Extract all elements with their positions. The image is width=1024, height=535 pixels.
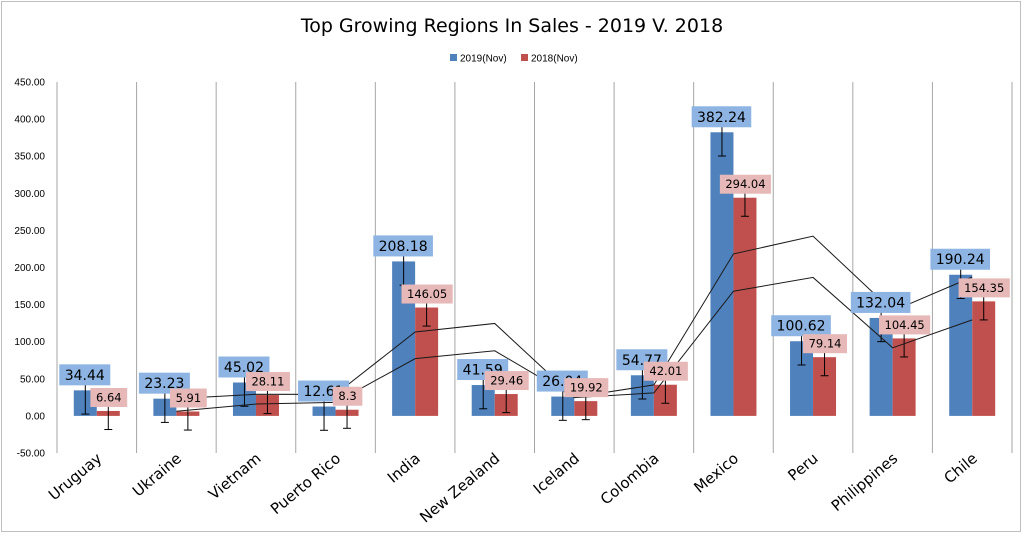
data-label-2018: 28.11: [251, 375, 284, 389]
data-label-box-2019: [59, 364, 111, 386]
data-label-box-2018: [332, 386, 363, 406]
data-label-box-2018: [803, 334, 848, 354]
bar-2019(Nov)-Mexico: [710, 132, 734, 416]
trendline-2: [176, 276, 973, 412]
data-label-box-2019: [138, 372, 190, 394]
x-tick-label: Uruguay: [45, 449, 105, 504]
x-tick-label: Puerto Rico: [267, 449, 344, 518]
data-label-2019: 34.44: [65, 368, 105, 384]
x-tick-label: Philippines: [828, 449, 902, 515]
bar-2019(Nov)-Chile: [949, 274, 973, 416]
bar-2018(Nov)-Chile: [972, 301, 996, 416]
x-tick-label: Chile: [940, 449, 980, 487]
y-tick-label: -50.00: [17, 449, 46, 460]
data-label-2018: 294.04: [725, 177, 765, 191]
y-tick-label: 300.00: [14, 189, 45, 200]
data-label-2018: 29.46: [490, 374, 523, 388]
x-tick-label: Vietnam: [205, 449, 264, 503]
y-tick-label: 200.00: [14, 263, 45, 274]
x-tick-label: Ukraine: [129, 449, 185, 500]
data-label-2019: 100.62: [777, 319, 826, 335]
bar-2018(Nov)-India: [415, 307, 439, 416]
x-tick-label: India: [384, 449, 424, 486]
data-label-2019: 208.18: [379, 239, 428, 255]
y-tick-label: 350.00: [14, 152, 45, 163]
bar-2018(Nov)-Peru: [813, 357, 837, 416]
data-label-box-2018: [401, 284, 453, 304]
bar-2018(Nov)-Philippines: [892, 338, 916, 416]
data-label-2019: 382.24: [697, 110, 746, 126]
data-label-box-2018: [879, 315, 931, 335]
data-label-2018: 6.64: [96, 390, 122, 404]
legend-label-2019: 2019(Nov): [460, 54, 507, 65]
y-tick-label: 400.00: [14, 115, 45, 126]
data-label-box-2018: [564, 378, 609, 398]
data-label-2018: 5.91: [176, 391, 202, 405]
y-tick-label: 0.00: [26, 411, 46, 422]
bar-2018(Nov)-Mexico: [733, 197, 757, 416]
data-label-box-2019: [850, 291, 911, 313]
data-label-2018: 146.05: [407, 287, 447, 301]
y-tick-label: 250.00: [14, 226, 45, 237]
data-label-2019: 132.04: [856, 295, 905, 311]
y-tick-label: 50.00: [20, 374, 45, 385]
data-label-2018: 8.3: [338, 389, 356, 403]
x-tick-label: Peru: [784, 449, 821, 484]
data-label-2018: 154.35: [964, 281, 1004, 295]
data-label-2019: 23.23: [144, 376, 184, 392]
data-label-2018: 19.92: [570, 381, 603, 395]
data-label-box-2018: [643, 361, 688, 381]
data-label-box-2018: [719, 174, 772, 194]
chart-title: Top Growing Regions In Sales - 2019 V. 2…: [300, 15, 723, 37]
data-label-2019: 190.24: [936, 252, 985, 268]
data-label-box-2019: [373, 235, 433, 257]
data-label-box-2019: [771, 315, 831, 337]
data-label-2019: 45.02: [224, 360, 264, 376]
legend-swatch-2018: [521, 54, 528, 61]
legend-label-2018: 2018(Nov): [531, 54, 578, 65]
y-tick-label: 450.00: [14, 78, 45, 89]
data-label-2018: 79.14: [809, 337, 842, 351]
bar-2019(Nov)-Peru: [790, 341, 814, 416]
x-tick-label: Colombia: [597, 449, 663, 508]
x-tick-label: New Zealand: [416, 449, 503, 526]
data-label-box-2019: [691, 106, 752, 128]
legend-swatch-2019: [450, 54, 457, 61]
data-label-box-2018: [484, 371, 529, 391]
data-label-2018: 42.01: [649, 364, 682, 378]
data-label-box-2019: [930, 248, 991, 270]
x-tick-label: Mexico: [690, 449, 742, 496]
data-label-box-2018: [245, 372, 290, 392]
data-label-box-2018: [169, 388, 207, 408]
data-label-2018: 104.45: [885, 318, 925, 332]
x-tick-label: Iceland: [530, 449, 583, 498]
data-label-box-2018: [958, 278, 1010, 298]
data-label-box-2018: [90, 387, 128, 407]
y-tick-label: 150.00: [14, 300, 45, 311]
y-tick-label: 100.00: [14, 337, 45, 348]
